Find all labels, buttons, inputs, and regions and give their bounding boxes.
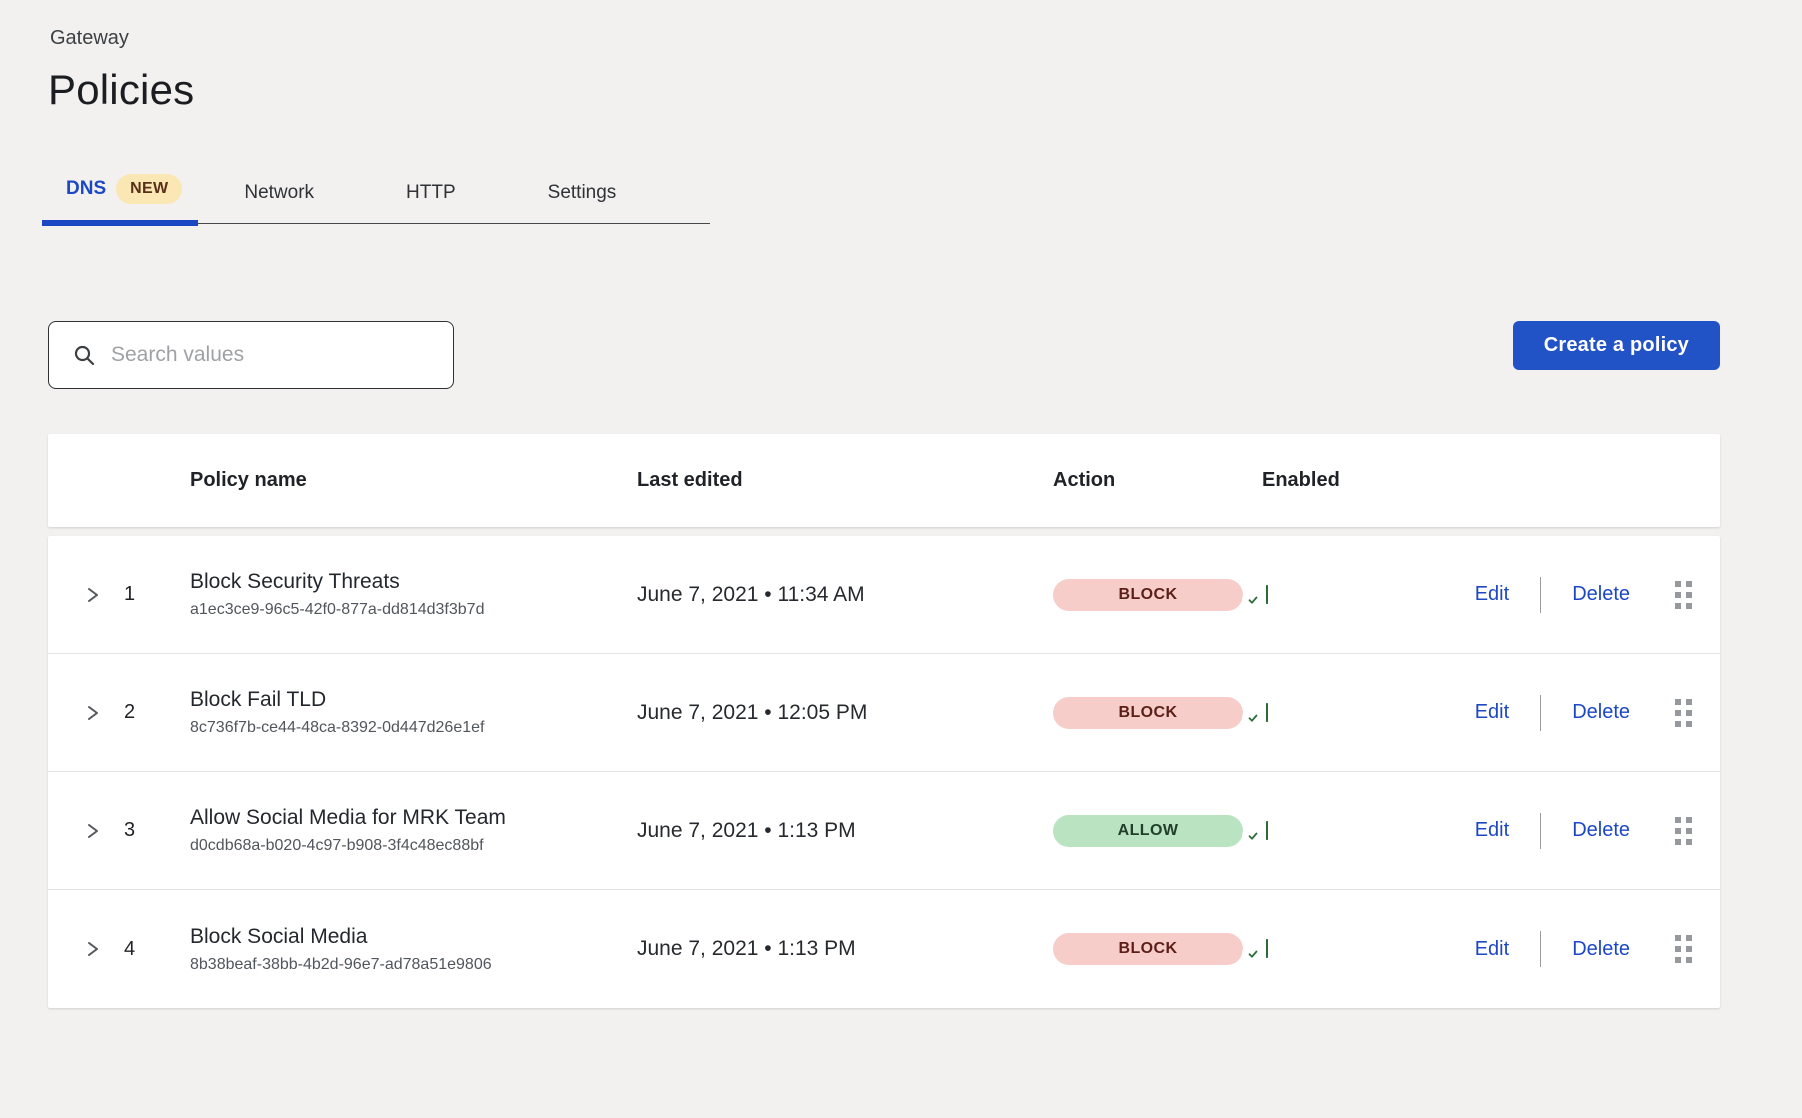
edit-link[interactable]: Edit [1474, 937, 1510, 960]
toggle-check-icon [1242, 706, 1264, 729]
search-box[interactable] [48, 321, 454, 389]
action-divider [1540, 812, 1542, 849]
table-body: 1 Block Security Threats a1ec3ce9-96c5-4… [48, 536, 1720, 1008]
drag-handle-icon[interactable] [1675, 580, 1692, 609]
edit-link[interactable]: Edit [1474, 583, 1510, 605]
delete-link[interactable]: Delete [1572, 701, 1630, 723]
enabled-toggle[interactable] [1242, 702, 1268, 729]
edit-link[interactable]: Edit [1474, 819, 1510, 841]
delete-link[interactable]: Delete [1572, 583, 1630, 605]
enabled-toggle[interactable] [1242, 820, 1268, 847]
policy-name: Block Social Media [190, 924, 368, 948]
action-badge: BLOCK [1053, 933, 1243, 965]
last-edited-value: June 7, 2021 • 11:34 AM [637, 582, 865, 606]
expand-row-chevron-icon[interactable] [85, 940, 100, 958]
page-title: Policies [48, 66, 195, 113]
policy-uuid: a1ec3ce9-96c5-42f0-877a-dd814d3f3b7d [190, 601, 485, 618]
drag-handle-icon[interactable] [1675, 935, 1692, 963]
expand-row-chevron-icon[interactable] [85, 704, 100, 722]
toggle-check-icon [1242, 943, 1264, 965]
action-badge: ALLOW [1053, 814, 1243, 847]
column-last-edited: Last edited [637, 469, 743, 491]
policy-uuid: 8b38beaf-38bb-4b2d-96e7-ad78a51e9806 [190, 955, 492, 973]
tab-bar: DNS NEW Network HTTP Settings [42, 174, 710, 226]
action-badge: BLOCK [1053, 696, 1243, 729]
table-row: 1 Block Security Threats a1ec3ce9-96c5-4… [48, 536, 1720, 654]
policy-name: Block Fail TLD [190, 688, 327, 711]
enabled-toggle[interactable] [1242, 584, 1268, 611]
row-priority-number: 3 [124, 819, 136, 841]
policy-name: Block Security Threats [190, 570, 400, 593]
enabled-toggle[interactable] [1242, 939, 1268, 965]
drag-handle-icon[interactable] [1675, 698, 1692, 727]
delete-link[interactable]: Delete [1572, 819, 1630, 841]
tab-dns-label: DNS [66, 178, 107, 199]
table-row: 3 Allow Social Media for MRK Team d0cdb6… [48, 772, 1720, 890]
new-badge: NEW [116, 174, 183, 204]
edit-link[interactable]: Edit [1474, 701, 1510, 723]
column-enabled: Enabled [1262, 469, 1340, 491]
toolbar: Create a policy [48, 321, 1720, 389]
tab-settings-label: Settings [547, 182, 617, 203]
create-policy-button[interactable]: Create a policy [1512, 321, 1720, 370]
table-row: 4 Block Social Media 8b38beaf-38bb-4b2d-… [48, 890, 1720, 1008]
action-divider [1540, 576, 1542, 613]
toggle-check-icon [1242, 588, 1264, 611]
policies-table: Policy name Last edited Action Enabled 1… [48, 434, 1720, 1008]
expand-row-chevron-icon[interactable] [85, 586, 100, 604]
breadcrumb: Gateway [50, 27, 129, 49]
column-action: Action [1053, 469, 1116, 491]
tab-settings[interactable]: Settings [502, 182, 663, 223]
tab-network-label: Network [244, 182, 315, 203]
table-header: Policy name Last edited Action Enabled [48, 434, 1720, 527]
policy-name: Allow Social Media for MRK Team [190, 806, 506, 829]
last-edited-value: June 7, 2021 • 12:05 PM [637, 700, 868, 724]
tab-network[interactable]: Network [198, 182, 360, 223]
action-divider [1540, 931, 1542, 967]
policy-uuid: 8c736f7b-ce44-48ca-8392-0d447d26e1ef [190, 719, 485, 736]
tab-dns[interactable]: DNS NEW [42, 174, 199, 226]
action-badge: BLOCK [1053, 578, 1243, 611]
row-priority-number: 4 [124, 937, 136, 960]
drag-handle-icon[interactable] [1675, 816, 1692, 845]
delete-link[interactable]: Delete [1572, 937, 1630, 960]
table-row: 2 Block Fail TLD 8c736f7b-ce44-48ca-8392… [48, 654, 1720, 772]
search-icon [74, 345, 95, 366]
action-divider [1540, 694, 1542, 731]
tab-http-label: HTTP [406, 182, 456, 203]
search-input[interactable] [111, 343, 435, 367]
policy-uuid: d0cdb68a-b020-4c97-b908-3f4c48ec88bf [190, 837, 484, 854]
toggle-check-icon [1242, 824, 1264, 847]
expand-row-chevron-icon[interactable] [85, 822, 100, 840]
column-policy-name: Policy name [190, 469, 307, 491]
tab-http[interactable]: HTTP [360, 182, 502, 223]
last-edited-value: June 7, 2021 • 1:13 PM [637, 818, 856, 842]
row-priority-number: 2 [124, 701, 136, 723]
last-edited-value: June 7, 2021 • 1:13 PM [637, 937, 856, 960]
row-priority-number: 1 [124, 583, 136, 605]
